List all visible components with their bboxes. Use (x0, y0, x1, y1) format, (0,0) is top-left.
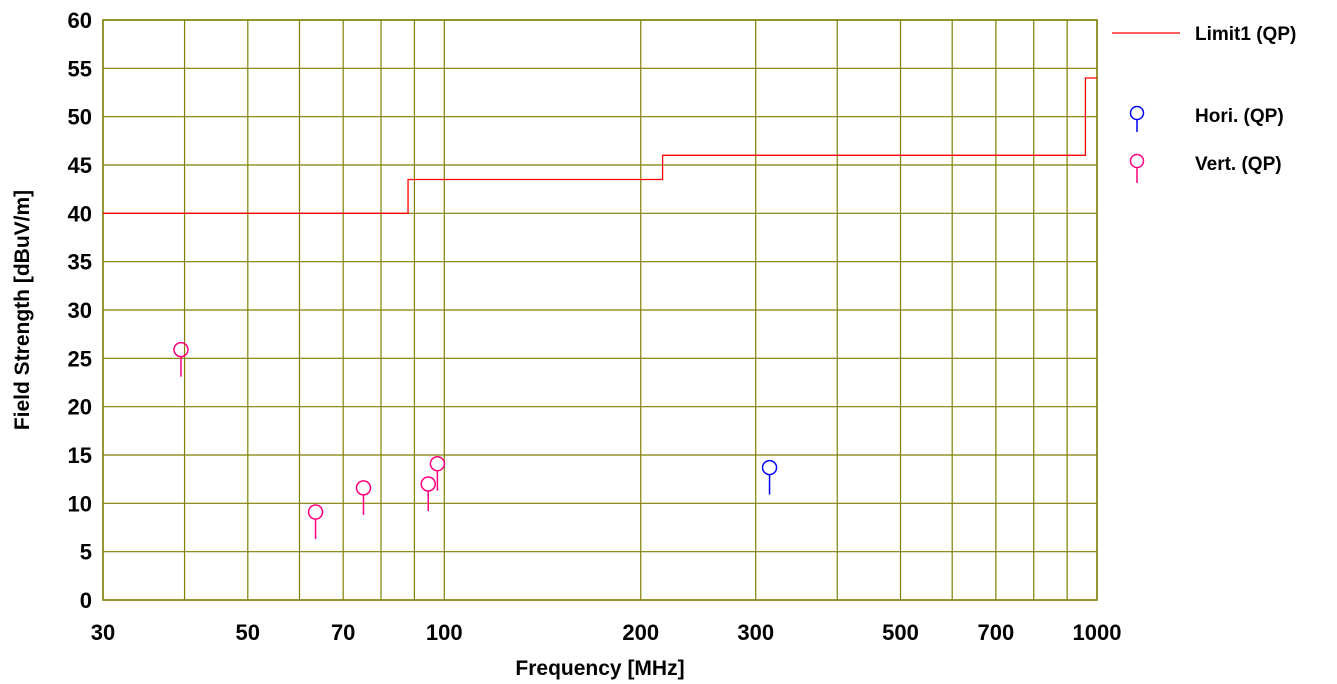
vert-data-point (420, 476, 437, 511)
y-tick-labels: 0 5 10 15 20 25 30 35 40 45 50 55 60 (68, 8, 92, 613)
y-tick-label: 0 (80, 588, 92, 613)
legend-limit-label: Limit1 (QP) (1195, 24, 1296, 45)
hori-data-point (761, 459, 778, 495)
y-tick-label: 40 (68, 201, 92, 226)
y-tick-label: 30 (68, 298, 92, 323)
y-tick-label: 15 (68, 443, 92, 468)
y-tick-label: 25 (68, 346, 92, 371)
x-tick-label: 1000 (1073, 620, 1122, 645)
x-axis-label: Frequency [MHz] (515, 657, 684, 680)
x-tick-label: 30 (91, 620, 115, 645)
x-tick-label: 300 (737, 620, 774, 645)
data-points (173, 341, 778, 540)
legend-vert-label: Vert. (QP) (1195, 154, 1282, 175)
x-tick-label: 70 (331, 620, 355, 645)
y-tick-label: 55 (68, 56, 92, 81)
x-tick-label: 500 (882, 620, 919, 645)
legend-hori-marker (1129, 105, 1145, 132)
legend-hori-label: Hori. (QP) (1195, 106, 1284, 127)
x-tick-label: 100 (426, 620, 463, 645)
limit-line (103, 77, 1097, 214)
y-tick-label: 45 (68, 153, 92, 178)
y-axis-label: Field Strength [dBuV/m] (11, 190, 34, 430)
y-tick-label: 10 (68, 491, 92, 516)
x-tick-label: 700 (978, 620, 1015, 645)
plot-frame (102, 19, 1098, 601)
vert-data-point (429, 455, 446, 491)
vert-data-point (307, 504, 324, 540)
x-tick-label: 200 (622, 620, 659, 645)
y-tick-label: 5 (80, 540, 92, 565)
x-tick-label: 50 (236, 620, 260, 645)
y-tick-label: 20 (68, 395, 92, 420)
legend: Limit1 (QP) Hori. (QP) Vert. (QP) (1112, 24, 1296, 183)
legend-vert-marker (1129, 153, 1145, 183)
y-tick-label: 60 (68, 8, 92, 33)
vert-data-point (355, 480, 372, 515)
y-tick-label: 35 (68, 250, 92, 275)
limit-step-line (103, 77, 1097, 214)
grid (102, 19, 1098, 601)
x-tick-labels: 30 50 70 100 200 300 500 700 1000 (91, 620, 1122, 645)
y-tick-label: 50 (68, 105, 92, 130)
vert-data-point (173, 341, 189, 377)
